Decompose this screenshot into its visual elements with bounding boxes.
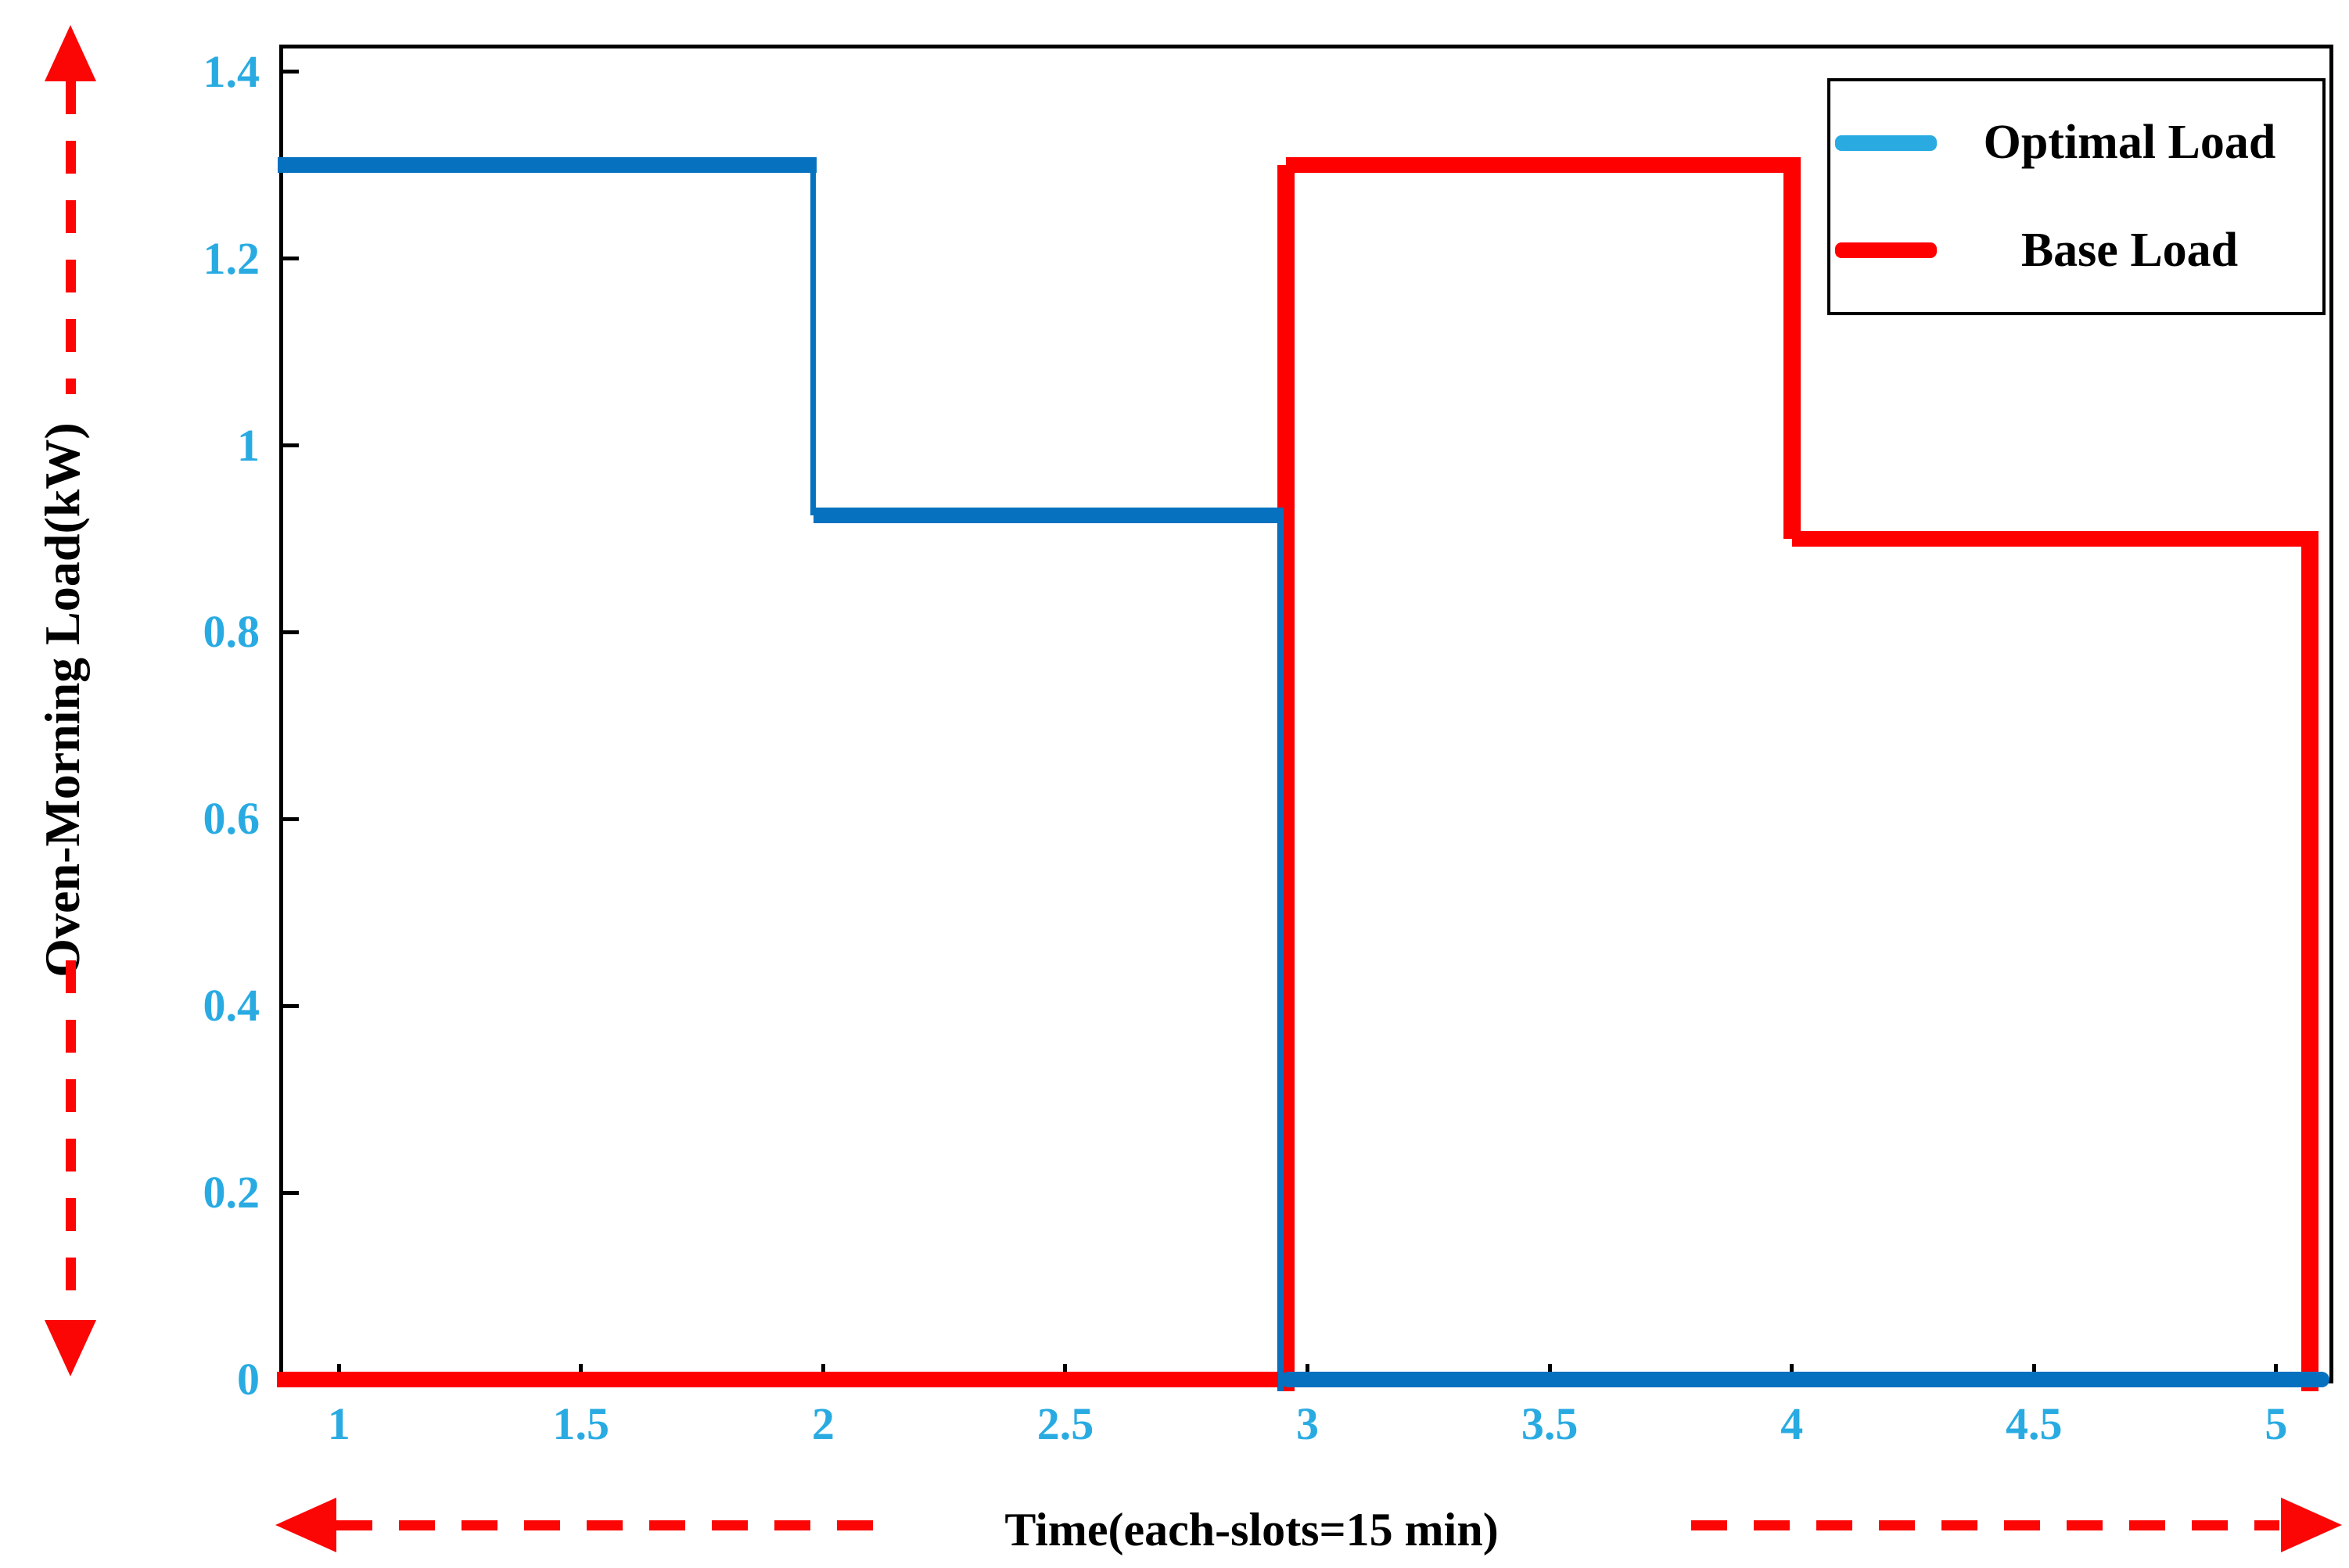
y-axis-tick	[283, 1003, 299, 1008]
base-load-line-segment	[1791, 531, 2319, 547]
x-axis-title: Time(each-slots=15 min)	[1004, 1504, 1499, 1555]
arrow-down-icon	[45, 1320, 96, 1376]
arrow-right-icon	[2281, 1498, 2342, 1552]
arrow-left-icon	[275, 1498, 336, 1552]
optimal-load-line-sample-icon	[1835, 135, 1937, 151]
vertical-dashed-line-upper	[66, 81, 76, 394]
y-axis-tick-label: 1	[237, 419, 260, 471]
y-axis-tick-label: 0.2	[203, 1167, 260, 1218]
x-axis-tick-label: 3.5	[1521, 1398, 1579, 1449]
y-axis-tick-label: 1.2	[203, 232, 260, 284]
y-axis-tick-label: 0	[237, 1354, 260, 1405]
legend-item-optimal-load: Optimal Load	[1830, 115, 2322, 170]
y-axis-title: Oven-Morning Load(kW)	[34, 422, 90, 978]
y-axis-tick	[283, 443, 299, 448]
y-axis-tick	[283, 257, 299, 261]
base-load-line-segment	[276, 1372, 1295, 1387]
y-axis-tick-label: 0.8	[203, 606, 260, 658]
y-axis-tick	[283, 1190, 299, 1195]
x-axis-tick-label: 2.5	[1036, 1398, 1094, 1449]
x-axis-tick-label: 1.5	[552, 1398, 610, 1449]
legend-label-base-load: Base Load	[2020, 223, 2239, 277]
optimal-load-line-segment	[1280, 1372, 2330, 1387]
x-axis-tick-label: 1	[327, 1398, 350, 1449]
legend: Optimal Load Base Load	[1827, 78, 2326, 315]
base-load-line-segment	[2301, 539, 2319, 1391]
x-axis-tick-label: 3	[1296, 1398, 1320, 1449]
y-axis-tick	[283, 70, 299, 74]
x-axis-tick-label: 4.5	[2006, 1398, 2063, 1449]
x-axis-tick-label: 4	[1780, 1398, 1804, 1449]
legend-label-optimal-load: Optimal Load	[1983, 116, 2276, 170]
optimal-load-line-segment	[810, 165, 817, 516]
optimal-load-line-segment	[277, 157, 817, 174]
legend-item-base-load: Base Load	[1830, 223, 2322, 278]
y-axis-tick	[283, 816, 299, 821]
base-load-line-segment	[1783, 165, 1801, 540]
optimal-load-line-segment	[1277, 515, 1284, 1391]
y-axis-tick	[283, 630, 299, 634]
arrow-up-icon	[45, 25, 96, 81]
base-load-line-segment	[1285, 157, 1801, 174]
optimal-load-line-segment	[813, 508, 1284, 524]
vertical-dashed-line-lower	[66, 960, 76, 1314]
base-load-line-sample-icon	[1835, 242, 1937, 259]
horizontal-dashed-line-right	[1691, 1520, 2279, 1530]
x-axis-tick-label: 2	[811, 1398, 835, 1449]
y-axis-tick-label: 0.6	[203, 793, 260, 845]
y-axis-tick-label: 1.4	[203, 45, 260, 97]
y-axis-tick-label: 0.4	[203, 980, 260, 1032]
x-axis-tick-label: 5	[2265, 1398, 2288, 1449]
horizontal-dashed-line-left	[336, 1520, 889, 1530]
